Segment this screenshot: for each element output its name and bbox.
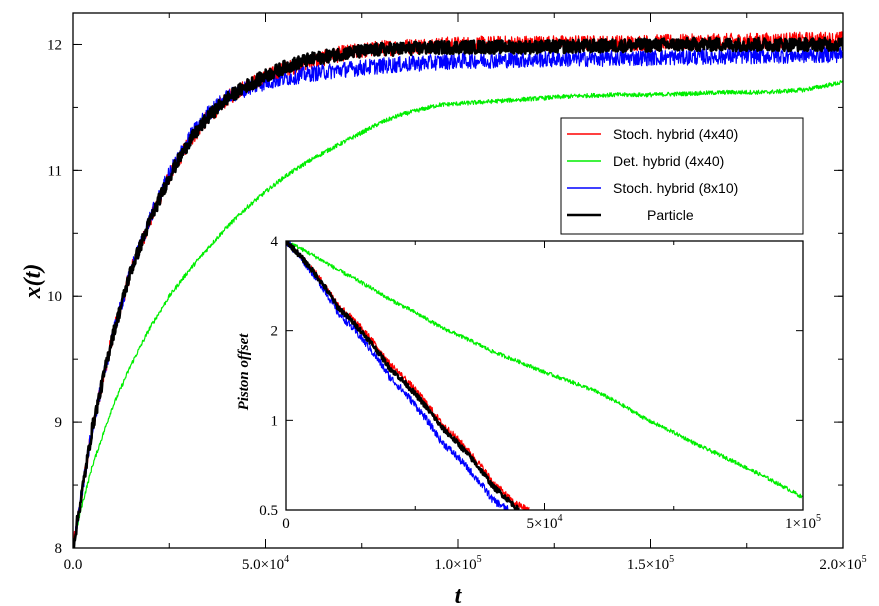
main-x-tick-label: 0.0: [64, 557, 83, 573]
inset-series-line-3: [286, 241, 520, 510]
inset-x-tick-label-exponent: 5: [816, 513, 821, 524]
main-series: [73, 31, 843, 548]
main-y-tick-label: 9: [55, 415, 63, 431]
legend-label-3: Particle: [647, 207, 694, 223]
inset-x-tick-label: 0: [282, 516, 290, 532]
inset-y-tick-label: 0.5: [259, 503, 278, 519]
inset-x-tick-label: 1×105: [785, 513, 821, 532]
legend-label-1: Det. hybrid (4x40): [613, 153, 724, 169]
main-y-tick-label: 8: [55, 541, 63, 557]
inset-y-tick-label: 1: [271, 413, 279, 429]
main-x-tick-label: 1.5×105: [627, 554, 674, 573]
main-y-tick-label: 10: [47, 289, 62, 305]
y-axis-title: x(t): [20, 264, 46, 300]
legend: Stoch. hybrid (4x40) Det. hybrid (4x40) St…: [560, 117, 804, 235]
main-x-tick-label: 2.0×105: [819, 554, 866, 573]
inset-y-axis-title: Piston offset: [236, 333, 252, 411]
main-y-tick-label: 11: [48, 163, 62, 179]
main-series-line-3: [73, 36, 843, 548]
main-x-tick-label: 5.0×104: [242, 554, 289, 573]
inset-series: [286, 241, 803, 510]
inset-x-tick-label: 5×104: [527, 513, 563, 532]
inset-y-tick-label: 2: [271, 324, 279, 340]
inset-x-tick-label-exponent: 4: [557, 513, 562, 524]
inset-series-line-2: [286, 241, 509, 510]
inset-plot: 0 5×104 1×105 0.5 1 2 4 Piston offset: [236, 234, 821, 532]
inset-background: [286, 241, 803, 510]
main-x-tick-label: 1.0×105: [434, 554, 481, 573]
x-axis-title: t: [455, 583, 463, 606]
main-x-tick-label-exponent: 4: [284, 554, 289, 565]
inset-series-line-1: [286, 241, 803, 499]
inset-y-tick-label: 4: [271, 234, 279, 250]
legend-box: [560, 117, 804, 235]
main-x-tick-label-exponent: 5: [862, 554, 867, 565]
legend-label-0: Stoch. hybrid (4x40): [613, 126, 738, 142]
main-y-tick-label: 12: [47, 37, 62, 53]
main-x-tick-label-exponent: 5: [669, 554, 674, 565]
main-series-line-1: [73, 80, 843, 548]
main-x-tick-label-exponent: 5: [477, 554, 482, 565]
legend-label-2: Stoch. hybrid (8x10): [613, 180, 738, 196]
